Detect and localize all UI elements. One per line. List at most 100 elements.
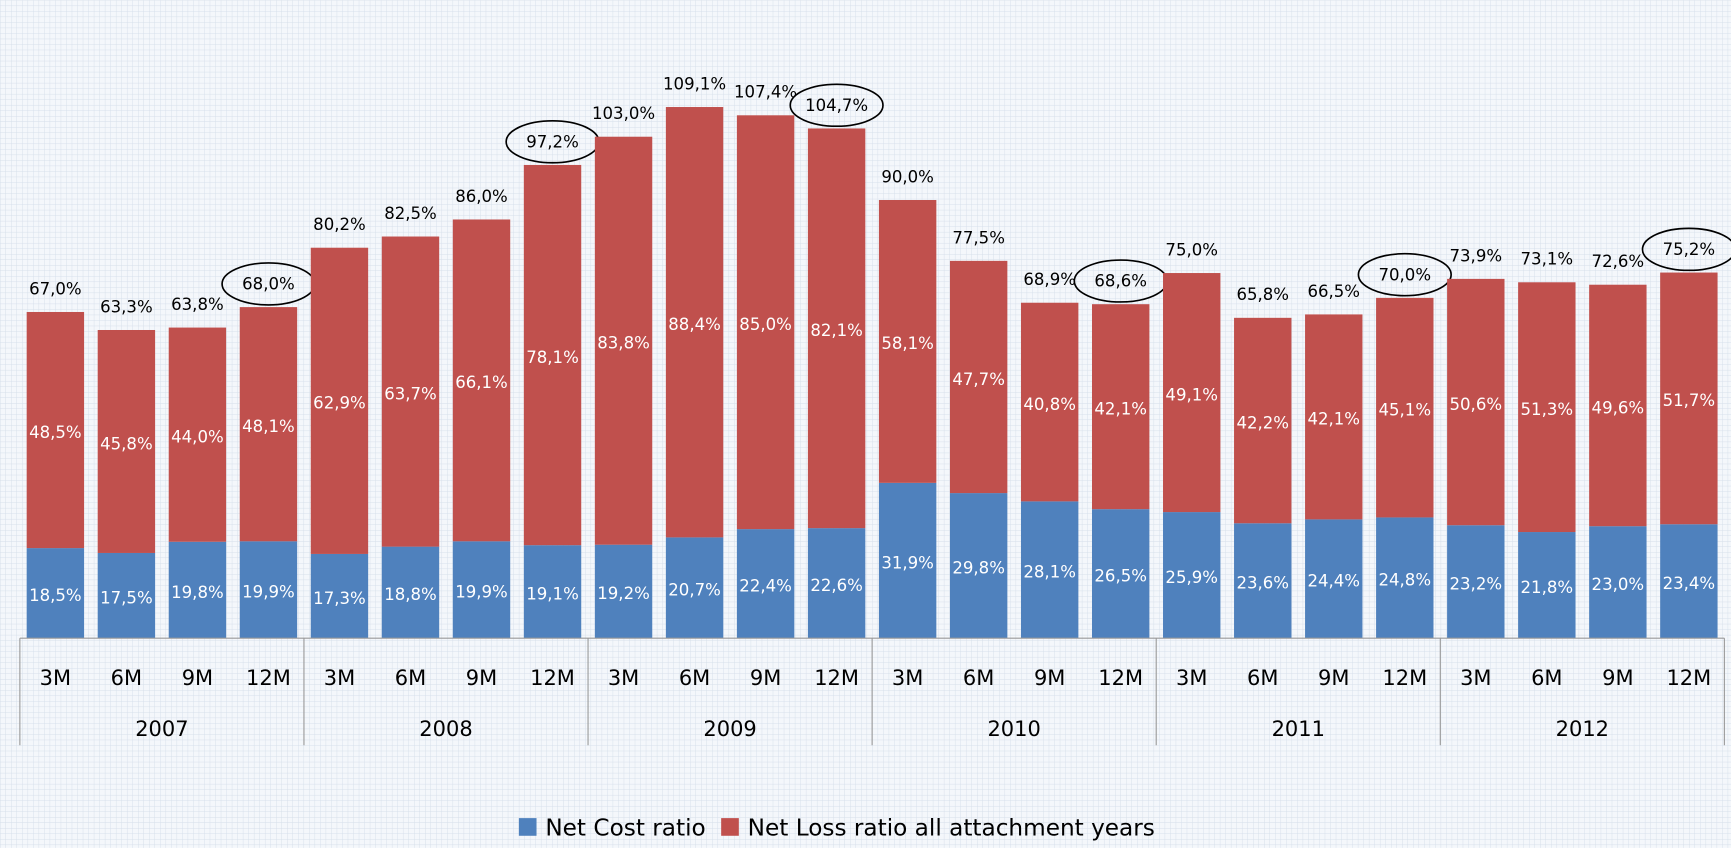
bar-segment [239, 307, 298, 542]
segment-label: 19,1% [526, 584, 579, 603]
segment-label: 19,8% [171, 583, 224, 602]
segment-label: 23,0% [1592, 575, 1645, 594]
segment-label: 19,2% [597, 584, 650, 603]
segment-label: 44,0% [171, 427, 224, 446]
segment-label: 82,1% [810, 321, 863, 340]
bar-segment [1305, 314, 1363, 520]
total-label: 68,0% [242, 275, 295, 294]
bar-segment [949, 493, 1008, 639]
bar-segment [1447, 278, 1505, 526]
bar-segment [949, 260, 1008, 494]
x-tick-label: 6M [1531, 666, 1562, 690]
bar-segment [1518, 532, 1576, 639]
segment-label: 49,6% [1592, 398, 1645, 417]
segment-label: 19,9% [455, 583, 508, 602]
bar-segment [168, 327, 227, 542]
bar-segment [1163, 273, 1221, 513]
segment-label: 42,1% [1307, 410, 1360, 429]
group-label: 2008 [419, 717, 472, 741]
x-tick-label: 12M [814, 666, 859, 690]
bar-segment [1518, 282, 1576, 533]
total-label: 104,7% [805, 96, 868, 115]
bar-segment [310, 247, 369, 554]
total-label: 67,0% [29, 279, 82, 298]
x-tick-label: 12M [530, 666, 575, 690]
total-label: 97,2% [526, 132, 579, 151]
x-tick-label: 3M [1460, 666, 1491, 690]
bar-segment [878, 482, 937, 639]
group-label: 2011 [1272, 717, 1325, 741]
x-tick-label: 6M [679, 666, 710, 690]
bar-segment [1091, 509, 1150, 639]
bar-segment [1305, 519, 1363, 639]
legend-swatch [721, 818, 739, 836]
bar-segment [452, 541, 511, 639]
bar-segment [1589, 526, 1647, 639]
total-label: 109,1% [663, 74, 726, 93]
x-tick-label: 3M [892, 666, 923, 690]
total-label: 70,0% [1378, 265, 1431, 284]
segment-label: 23,6% [1236, 574, 1289, 593]
bar-segment [1589, 284, 1647, 527]
segment-label: 19,9% [242, 583, 295, 602]
total-label: 68,9% [1023, 270, 1076, 289]
segment-label: 45,1% [1378, 400, 1431, 419]
bar-segment [1376, 297, 1434, 518]
segment-label: 48,5% [29, 423, 82, 442]
segment-label: 40,8% [1023, 395, 1076, 414]
segment-label: 63,7% [384, 384, 437, 403]
segment-label: 47,7% [952, 370, 1005, 389]
segment-label: 42,1% [1094, 399, 1147, 418]
segment-label: 18,8% [384, 585, 437, 604]
segment-label: 83,8% [597, 334, 650, 353]
segment-label: 85,0% [739, 315, 792, 334]
total-label: 86,0% [455, 187, 508, 206]
segment-label: 21,8% [1521, 578, 1574, 597]
x-tick-label: 9M [1318, 666, 1349, 690]
segment-label: 29,8% [952, 558, 1005, 577]
bar-segment [736, 529, 795, 639]
bar-segment [97, 552, 156, 639]
total-label: 82,5% [384, 204, 437, 223]
bar-segment [1376, 517, 1434, 639]
total-label: 68,6% [1094, 272, 1147, 291]
x-tick-label: 9M [1034, 666, 1065, 690]
segment-label: 88,4% [668, 315, 721, 334]
bar-segment [97, 329, 156, 553]
x-tick-label: 9M [182, 666, 213, 690]
bar-segment [381, 236, 440, 547]
total-label: 90,0% [881, 167, 934, 186]
bar-segment [878, 200, 937, 483]
segment-label: 22,6% [810, 576, 863, 595]
total-label: 72,6% [1592, 252, 1645, 271]
segment-label: 50,6% [1450, 395, 1503, 414]
total-label: 65,8% [1236, 285, 1289, 304]
total-label: 75,2% [1663, 240, 1716, 259]
bar-segment [665, 107, 724, 538]
bar-segment [594, 544, 653, 639]
segment-label: 31,9% [881, 553, 934, 572]
legend-label: Net Cost ratio [545, 815, 705, 842]
total-label: 73,9% [1450, 246, 1503, 265]
x-tick-label: 3M [1176, 666, 1207, 690]
group-label: 2007 [135, 717, 188, 741]
total-label: 66,5% [1307, 282, 1360, 301]
segment-label: 51,7% [1663, 391, 1716, 410]
segment-label: 24,8% [1378, 571, 1431, 590]
bar-segment [168, 541, 227, 639]
segment-label: 24,4% [1307, 572, 1360, 591]
segment-label: 20,7% [668, 581, 721, 600]
bar-segment [1091, 304, 1150, 510]
x-tick-label: 6M [1247, 666, 1278, 690]
group-label: 2009 [703, 717, 756, 741]
bar-segment [665, 537, 724, 639]
x-tick-label: 6M [111, 666, 142, 690]
total-label: 80,2% [313, 215, 366, 234]
bar-segment [1447, 525, 1505, 639]
x-tick-label: 12M [1666, 666, 1711, 690]
bar-segment [1234, 523, 1292, 639]
highlight-circle [1357, 252, 1452, 297]
segment-label: 22,4% [739, 576, 792, 595]
segment-label: 49,1% [1165, 385, 1218, 404]
